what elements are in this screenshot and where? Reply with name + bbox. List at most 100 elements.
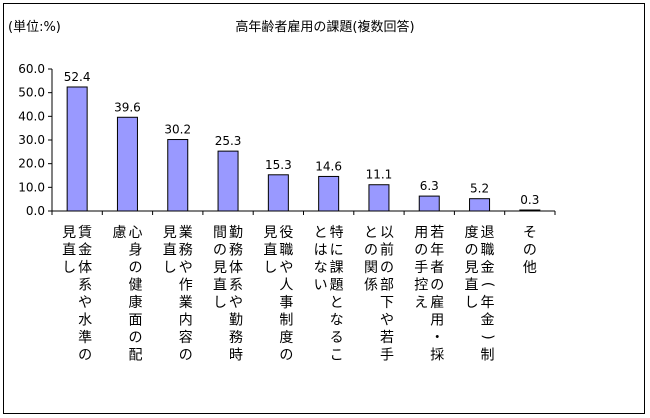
svg-text:の: の xyxy=(523,243,537,259)
svg-text:業: 業 xyxy=(179,295,193,311)
value-label: 15.3 xyxy=(265,158,292,172)
svg-text:職: 職 xyxy=(279,243,293,259)
svg-text:雇: 雇 xyxy=(430,294,444,311)
svg-text:手: 手 xyxy=(414,260,428,276)
svg-text:内: 内 xyxy=(179,313,193,329)
svg-text:人: 人 xyxy=(279,278,293,294)
svg-text:系: 系 xyxy=(229,278,243,294)
svg-text:や: や xyxy=(279,260,293,276)
svg-text:務: 務 xyxy=(229,243,243,259)
svg-text:金: 金 xyxy=(481,260,495,276)
svg-text:と: と xyxy=(364,225,378,241)
svg-text:年: 年 xyxy=(481,295,495,311)
svg-text:役: 役 xyxy=(279,225,293,241)
svg-text:し: し xyxy=(465,295,479,311)
svg-text:事: 事 xyxy=(279,295,293,311)
svg-text:職: 職 xyxy=(481,243,495,259)
svg-text:に: に xyxy=(330,243,344,259)
bar xyxy=(418,195,440,212)
bar xyxy=(167,139,189,212)
svg-text:業: 業 xyxy=(179,225,193,241)
svg-text:採: 採 xyxy=(430,348,444,364)
svg-text:の: の xyxy=(179,348,193,364)
svg-text:直: 直 xyxy=(213,277,227,294)
svg-text:退: 退 xyxy=(481,225,495,241)
svg-text:関: 関 xyxy=(364,260,378,276)
svg-text:こ: こ xyxy=(330,348,344,364)
svg-text:見: 見 xyxy=(465,260,479,276)
svg-text:そ: そ xyxy=(523,225,537,241)
svg-text:務: 務 xyxy=(229,330,243,346)
svg-text:(: ( xyxy=(480,282,496,287)
svg-text:作: 作 xyxy=(179,278,193,294)
svg-text:見: 見 xyxy=(62,225,76,241)
value-label: 14.6 xyxy=(315,159,342,173)
svg-text:容: 容 xyxy=(179,329,193,346)
svg-text:と: と xyxy=(314,225,328,241)
svg-text:用: 用 xyxy=(430,313,444,329)
value-label: 6.3 xyxy=(420,179,439,193)
svg-text:や: や xyxy=(380,313,394,329)
bar xyxy=(469,198,491,212)
svg-text:若: 若 xyxy=(380,330,394,346)
svg-text:用: 用 xyxy=(414,225,428,241)
svg-text:と: と xyxy=(330,295,344,311)
svg-text:な: な xyxy=(330,313,344,329)
y-tick-label: 0.0 xyxy=(26,204,45,218)
svg-text:課: 課 xyxy=(330,260,344,276)
svg-text:し: し xyxy=(163,260,177,276)
svg-text:や: や xyxy=(78,295,92,311)
svg-text:い: い xyxy=(314,278,328,294)
svg-text:金: 金 xyxy=(78,243,92,259)
svg-text:心: 心 xyxy=(128,225,142,241)
y-tick-label: 30.0 xyxy=(18,133,45,147)
svg-text:し: し xyxy=(213,295,227,311)
svg-text:部: 部 xyxy=(380,278,394,294)
bar xyxy=(519,209,541,212)
svg-text:): ) xyxy=(480,334,496,339)
svg-text:の: の xyxy=(465,243,479,259)
svg-text:の: の xyxy=(128,260,142,276)
svg-text:制: 制 xyxy=(279,313,293,329)
svg-text:特: 特 xyxy=(330,225,344,241)
svg-text:制: 制 xyxy=(481,348,495,364)
svg-text:金: 金 xyxy=(481,313,495,329)
value-label: 25.3 xyxy=(215,134,242,148)
y-tick-label: 20.0 xyxy=(18,157,45,171)
svg-text:慮: 慮 xyxy=(112,225,126,241)
y-tick-label: 60.0 xyxy=(18,62,45,76)
value-label: 11.1 xyxy=(366,168,393,182)
svg-text:系: 系 xyxy=(78,278,92,294)
value-label: 39.6 xyxy=(114,100,141,114)
svg-text:の: の xyxy=(213,243,227,259)
svg-text:度: 度 xyxy=(465,225,479,241)
svg-text:題: 題 xyxy=(330,278,344,294)
svg-text:や: や xyxy=(229,295,243,311)
value-label: 52.4 xyxy=(64,70,91,84)
svg-text:や: や xyxy=(179,260,193,276)
svg-text:勤: 勤 xyxy=(229,313,243,329)
svg-text:間: 間 xyxy=(213,225,227,241)
y-tick-label: 40.0 xyxy=(18,109,45,123)
svg-text:え: え xyxy=(414,295,428,311)
svg-text:見: 見 xyxy=(213,260,227,276)
svg-text:直: 直 xyxy=(163,242,177,259)
svg-text:・: ・ xyxy=(430,330,444,346)
svg-text:見: 見 xyxy=(263,225,277,241)
svg-text:係: 係 xyxy=(364,278,378,294)
category-label: その他 xyxy=(523,225,537,276)
svg-text:者: 者 xyxy=(430,260,444,276)
svg-text:年: 年 xyxy=(430,243,444,259)
svg-text:る: る xyxy=(330,330,344,346)
svg-text:し: し xyxy=(62,260,76,276)
y-tick-label: 10.0 xyxy=(18,180,45,194)
chart-title: 高年齢者雇用の課題(複数回答) xyxy=(235,20,415,35)
svg-text:度: 度 xyxy=(279,330,293,346)
bar xyxy=(368,184,390,212)
